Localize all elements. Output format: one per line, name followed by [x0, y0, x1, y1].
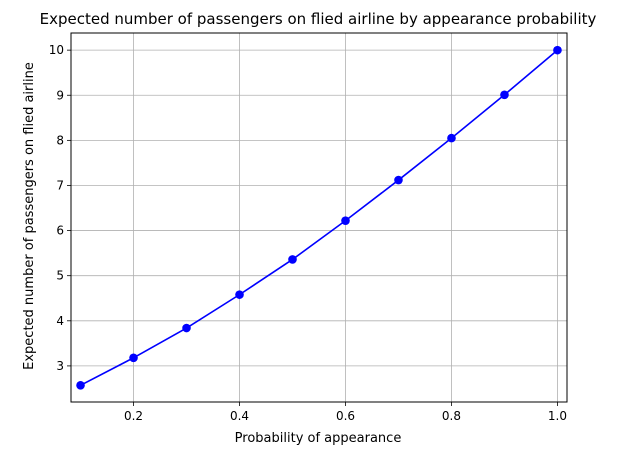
x-axis-ticks: 0.2 0.4 0.6 0.8 1.0	[124, 402, 567, 423]
x-tick-label: 0.6	[336, 409, 355, 423]
x-axis-label: Probability of appearance	[235, 431, 402, 446]
chart-title: Expected number of passengers on flied a…	[40, 10, 597, 28]
data-point	[129, 353, 138, 363]
data-point	[341, 216, 350, 225]
y-tick-label: 6	[56, 224, 64, 238]
x-tick-label: 0.8	[442, 409, 461, 423]
y-tick-label: 10	[49, 43, 64, 57]
y-tick-label: 5	[56, 269, 64, 283]
data-point	[288, 255, 297, 264]
y-axis-label: Expected number of passengers on flied a…	[22, 62, 37, 370]
plot-frame	[70, 32, 568, 403]
y-tick-label: 3	[56, 359, 64, 373]
data-point	[500, 90, 509, 100]
x-tick-label: 1.0	[548, 409, 567, 423]
data-point	[447, 133, 456, 143]
y-tick-label: 8	[56, 133, 64, 147]
x-tick-label: 0.2	[124, 409, 143, 423]
series-line	[80, 49, 558, 387]
data-point	[553, 45, 562, 55]
data-point	[394, 175, 403, 185]
series-layer	[76, 45, 562, 390]
data-point	[182, 323, 191, 333]
data-point	[235, 290, 244, 299]
data-point	[76, 381, 85, 390]
grid	[71, 33, 567, 402]
y-axis-ticks: 3 4 5 6 7 8 9 10	[49, 43, 71, 373]
y-tick-label: 7	[56, 178, 64, 192]
y-tick-label: 9	[56, 88, 64, 102]
y-tick-label: 4	[56, 314, 64, 328]
x-tick-label: 0.4	[230, 409, 249, 423]
